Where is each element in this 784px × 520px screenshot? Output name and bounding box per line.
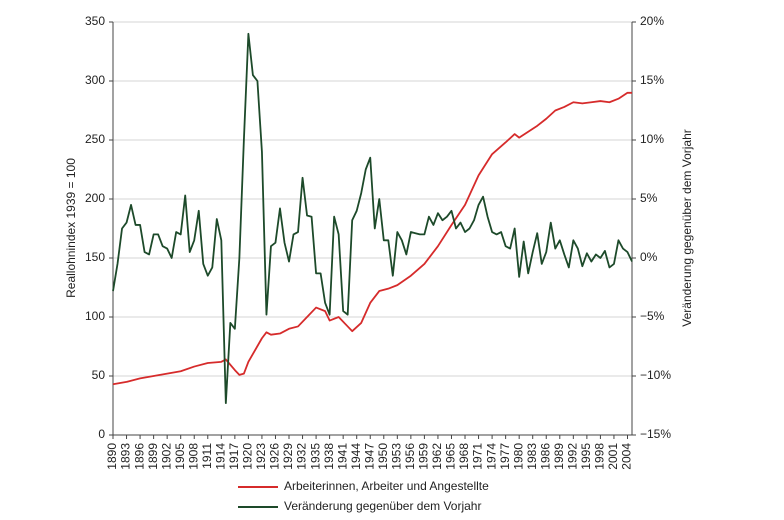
x-tick-label: 2004 xyxy=(620,443,634,470)
y-tick-label: 0 xyxy=(98,427,105,441)
y-tick-label: 350 xyxy=(85,14,105,28)
x-tick-label: 1941 xyxy=(335,443,349,470)
x-tick-label: 1956 xyxy=(403,443,417,470)
x-tick-label: 1899 xyxy=(146,443,160,470)
x-tick-label: 1968 xyxy=(457,443,471,470)
x-tick-label: 1896 xyxy=(132,443,146,470)
x-tick-label: 1947 xyxy=(362,443,376,470)
y-tick-label: 200 xyxy=(85,191,105,205)
x-tick-label: 1920 xyxy=(241,443,255,470)
x-tick-label: 1908 xyxy=(186,443,200,470)
x-tick-label: 1914 xyxy=(213,443,227,470)
x-tick-label: 1905 xyxy=(173,443,187,470)
x-tick-label: 1893 xyxy=(119,443,133,470)
x-tick-label: 1965 xyxy=(444,443,458,470)
y2-tick-label: 0% xyxy=(640,250,658,264)
x-tick-label: 1977 xyxy=(498,443,512,470)
legend-label: Veränderung gegenüber dem Vorjahr xyxy=(284,499,481,513)
series-line xyxy=(112,91,632,386)
y2-tick-label: −15% xyxy=(640,427,671,441)
x-tick-label: 1890 xyxy=(105,443,119,470)
x-tick-label: 1950 xyxy=(376,443,390,470)
x-tick-label: 1980 xyxy=(511,443,525,470)
x-tick-label: 1944 xyxy=(349,443,363,470)
x-tick-label: 1935 xyxy=(308,443,322,470)
x-tick-label: 1953 xyxy=(389,443,403,470)
x-tick-label: 1986 xyxy=(538,443,552,470)
x-tick-label: 1926 xyxy=(268,443,282,470)
y2-axis-label: Veränderung gegenüber dem Vorjahr xyxy=(680,129,694,326)
x-tick-label: 1983 xyxy=(525,443,539,470)
x-tick-label: 1998 xyxy=(593,443,607,470)
y2-tick-label: 10% xyxy=(640,132,664,146)
y2-tick-label: 15% xyxy=(640,73,664,87)
x-tick-label: 1938 xyxy=(322,443,336,470)
x-tick-label: 1932 xyxy=(295,443,309,470)
x-tick-label: 1917 xyxy=(227,443,241,470)
x-tick-label: 1974 xyxy=(484,443,498,470)
y2-tick-label: 20% xyxy=(640,14,664,28)
x-tick-label: 1923 xyxy=(254,443,268,470)
x-tick-label: 2001 xyxy=(606,443,620,470)
x-tick-label: 1911 xyxy=(200,443,214,469)
x-tick-label: 1971 xyxy=(471,443,485,470)
x-tick-label: 1989 xyxy=(552,443,566,470)
legend-label: Arbeiterinnen, Arbeiter und Angestellte xyxy=(284,479,489,493)
y-tick-label: 250 xyxy=(85,132,105,146)
y2-tick-label: 5% xyxy=(640,191,658,205)
x-tick-label: 1929 xyxy=(281,443,295,470)
y-tick-label: 100 xyxy=(85,309,105,323)
x-tick-label: 1962 xyxy=(430,443,444,470)
y-tick-label: 150 xyxy=(85,250,105,264)
series-line xyxy=(112,32,633,405)
y-tick-label: 300 xyxy=(85,73,105,87)
y-tick-label: 50 xyxy=(92,368,106,382)
x-tick-label: 1902 xyxy=(159,443,173,470)
x-tick-label: 1959 xyxy=(417,443,431,470)
x-tick-label: 1995 xyxy=(579,443,593,470)
y2-tick-label: −5% xyxy=(640,309,665,323)
x-tick-label: 1992 xyxy=(566,443,580,470)
y2-tick-label: −10% xyxy=(640,368,671,382)
y-axis-label: Reallohnindex 1939 = 100 xyxy=(64,158,78,298)
